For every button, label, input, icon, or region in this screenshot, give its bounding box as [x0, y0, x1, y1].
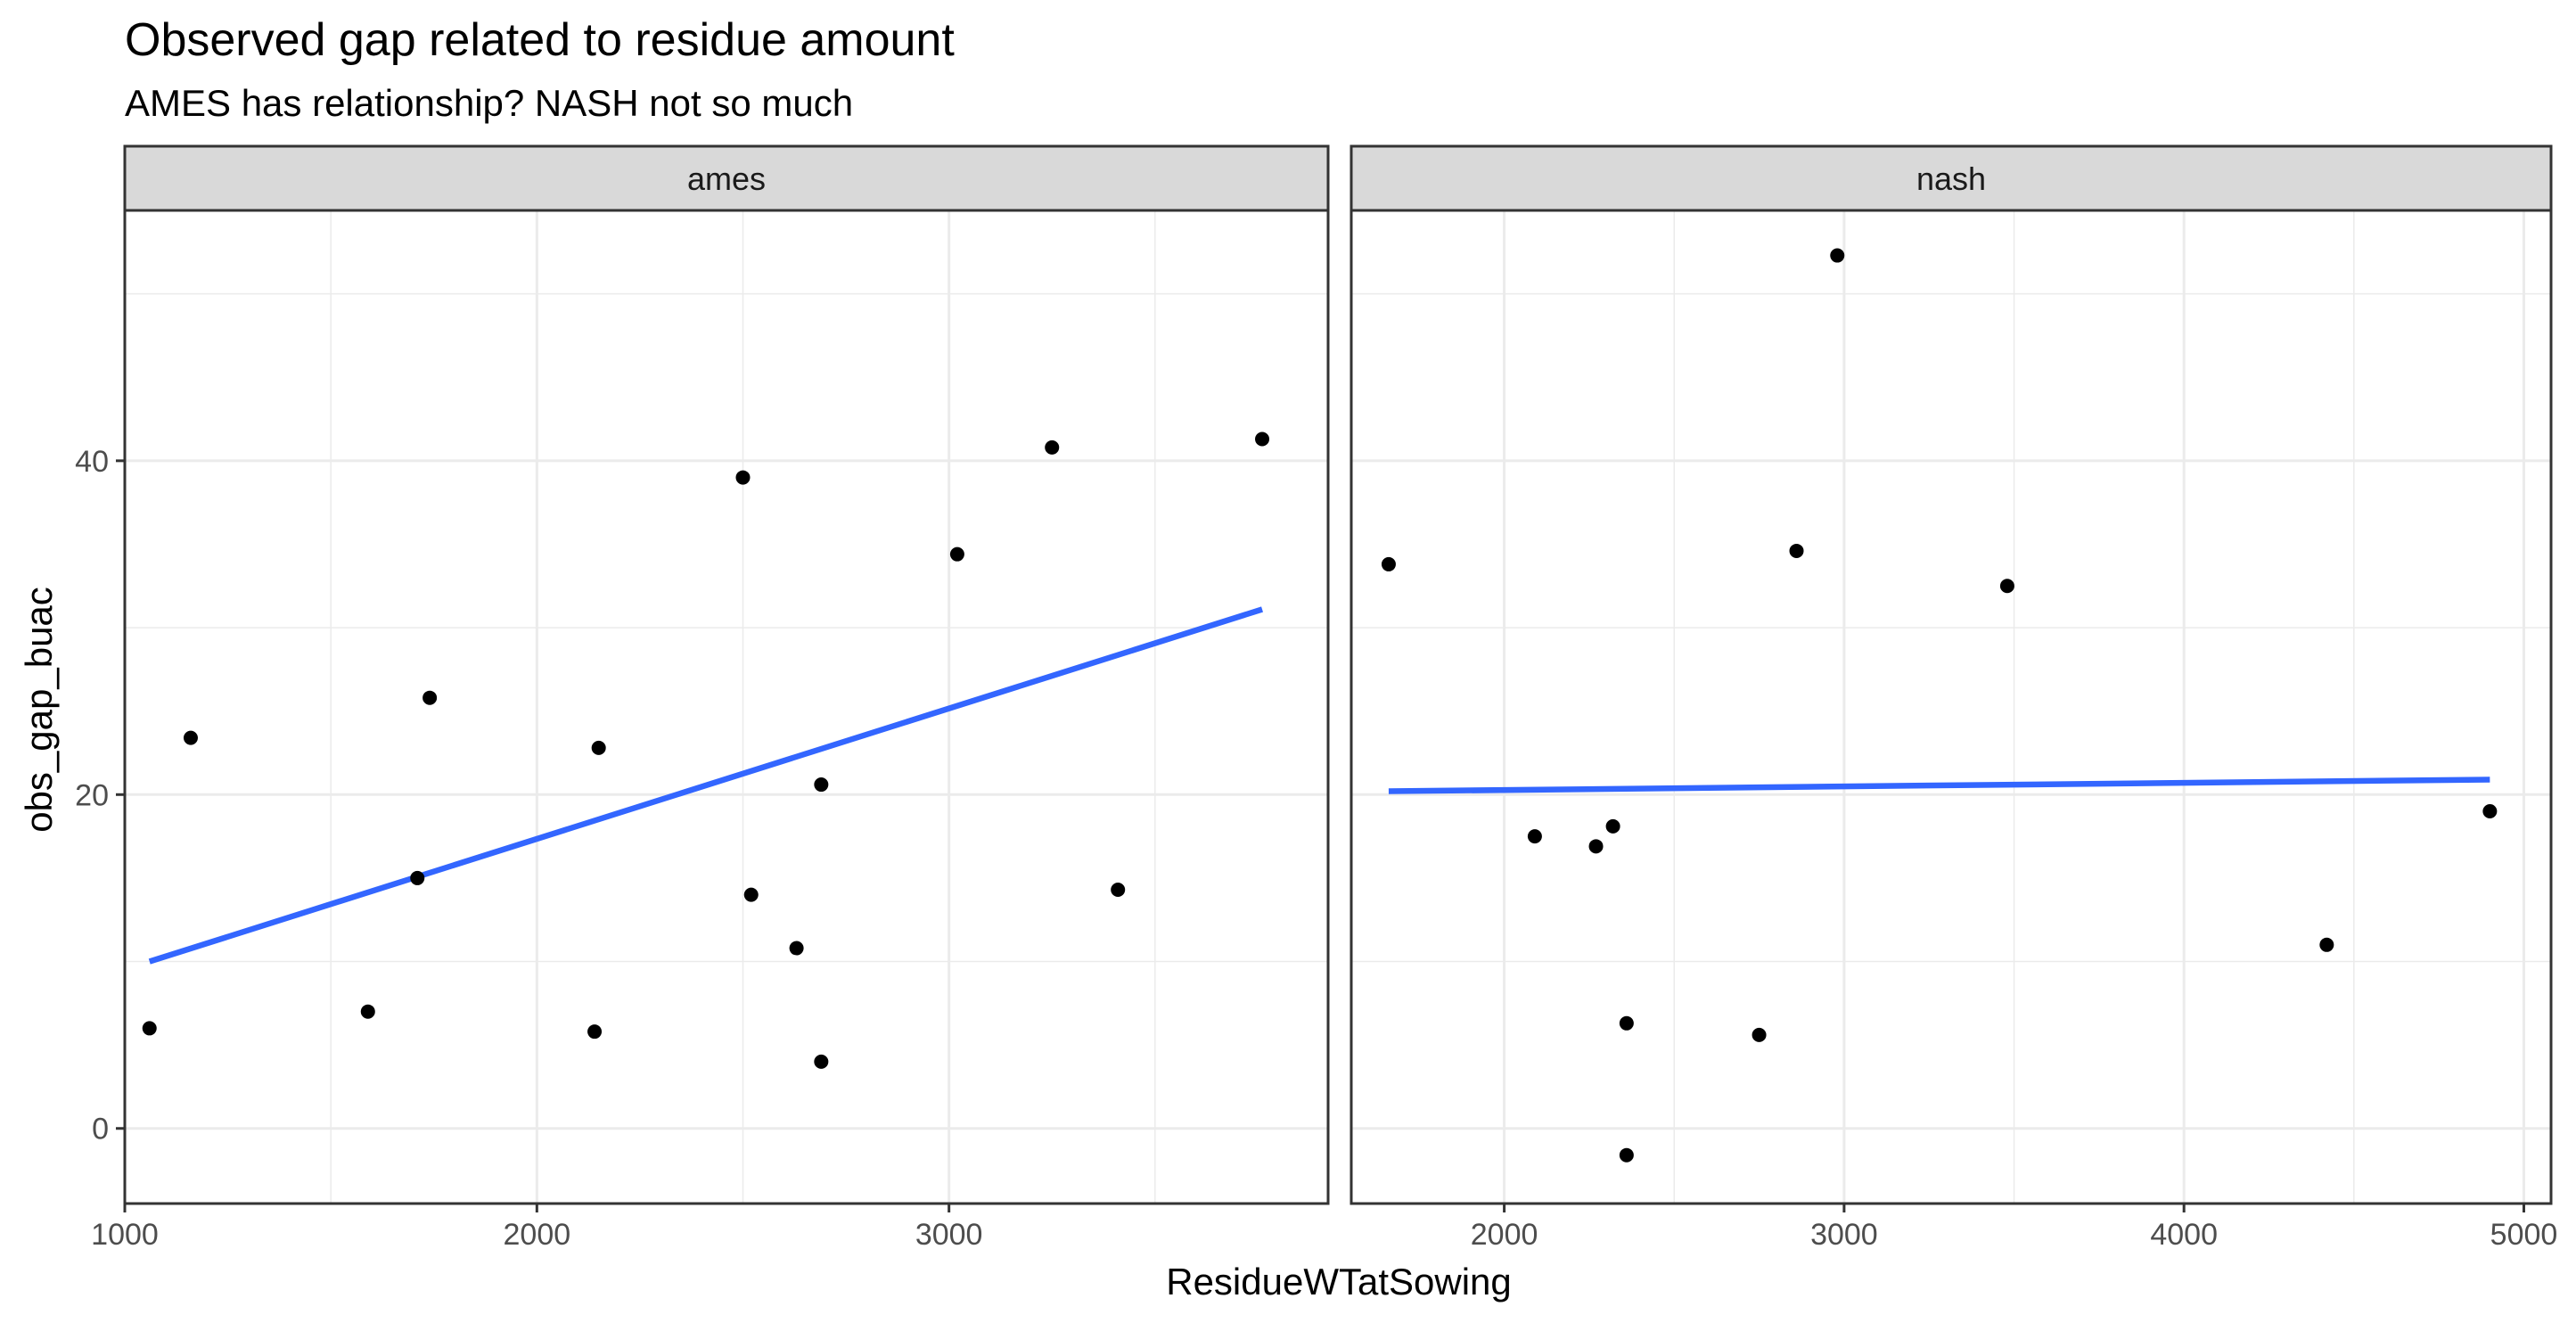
data-point-ames-13 — [1045, 440, 1060, 455]
data-point-ames-8 — [743, 887, 759, 902]
x-tick-label: 2000 — [504, 1218, 571, 1252]
data-point-ames-2 — [360, 1004, 375, 1019]
data-point-nash-3 — [1605, 818, 1620, 834]
data-point-nash-7 — [1789, 543, 1804, 558]
y-tick-label: 40 — [75, 445, 109, 479]
x-tick-label: 5000 — [2490, 1218, 2558, 1252]
facet-strip-label: nash — [1916, 160, 1986, 197]
chart-title: Observed gap related to residue amount — [125, 14, 955, 66]
facet-strip-ames — [123, 144, 1330, 212]
fit-line-ames — [148, 606, 1264, 965]
x-tick-label: 3000 — [1810, 1218, 1878, 1252]
x-tick-label: 3000 — [915, 1218, 983, 1252]
data-point-ames-1 — [183, 730, 198, 745]
data-point-nash-2 — [1588, 839, 1604, 854]
panel-background — [125, 210, 1328, 1204]
data-point-ames-12 — [949, 546, 964, 562]
x-tick-label: 4000 — [2150, 1218, 2218, 1252]
data-point-ames-9 — [789, 941, 804, 956]
data-point-nash-6 — [1752, 1027, 1767, 1042]
data-point-nash-4 — [1619, 1015, 1634, 1031]
data-point-ames-3 — [410, 870, 425, 885]
data-point-ames-5 — [587, 1024, 603, 1040]
data-point-nash-1 — [1527, 829, 1542, 844]
facet-panel-nash: nash 2000 3000 4000 5000 — [1350, 144, 2558, 1252]
facet-panel-ames: ames 1000 2000 3000 0 20 40 — [75, 144, 1330, 1252]
data-point-ames-14 — [1111, 883, 1126, 898]
data-point-ames-6 — [591, 740, 606, 755]
data-point-ames-0 — [142, 1021, 157, 1036]
data-point-nash-0 — [1381, 556, 1396, 571]
fit-line-nash — [1388, 777, 2490, 794]
data-point-nash-11 — [2482, 804, 2498, 819]
facet-strip-nash — [1350, 144, 2553, 212]
facet-strip-label: ames — [687, 160, 766, 197]
data-point-nash-9 — [1999, 579, 2014, 594]
data-point-nash-10 — [2319, 937, 2334, 952]
chart-subtitle: AMES has relationship? NASH not so much — [125, 82, 853, 124]
data-point-ames-10 — [814, 777, 829, 793]
data-point-nash-8 — [1830, 248, 1845, 263]
data-point-ames-4 — [422, 690, 438, 705]
data-point-ames-11 — [814, 1054, 829, 1069]
panel-background — [1351, 210, 2551, 1204]
facet-panels: ames 1000 2000 3000 0 20 40 nash 2000 3000 4000 500… — [75, 144, 2558, 1252]
data-point-nash-5 — [1619, 1147, 1634, 1163]
y-tick-label: 20 — [75, 778, 109, 812]
data-point-ames-15 — [1255, 431, 1270, 447]
x-axis-title: ResidueWTatSowing — [1166, 1261, 1512, 1302]
y-axis-title: obs_gap_buac — [18, 587, 60, 833]
x-tick-label: 1000 — [91, 1218, 159, 1252]
x-tick-label: 2000 — [1471, 1218, 1538, 1252]
y-tick-label: 0 — [92, 1113, 109, 1146]
data-point-ames-7 — [735, 470, 751, 485]
